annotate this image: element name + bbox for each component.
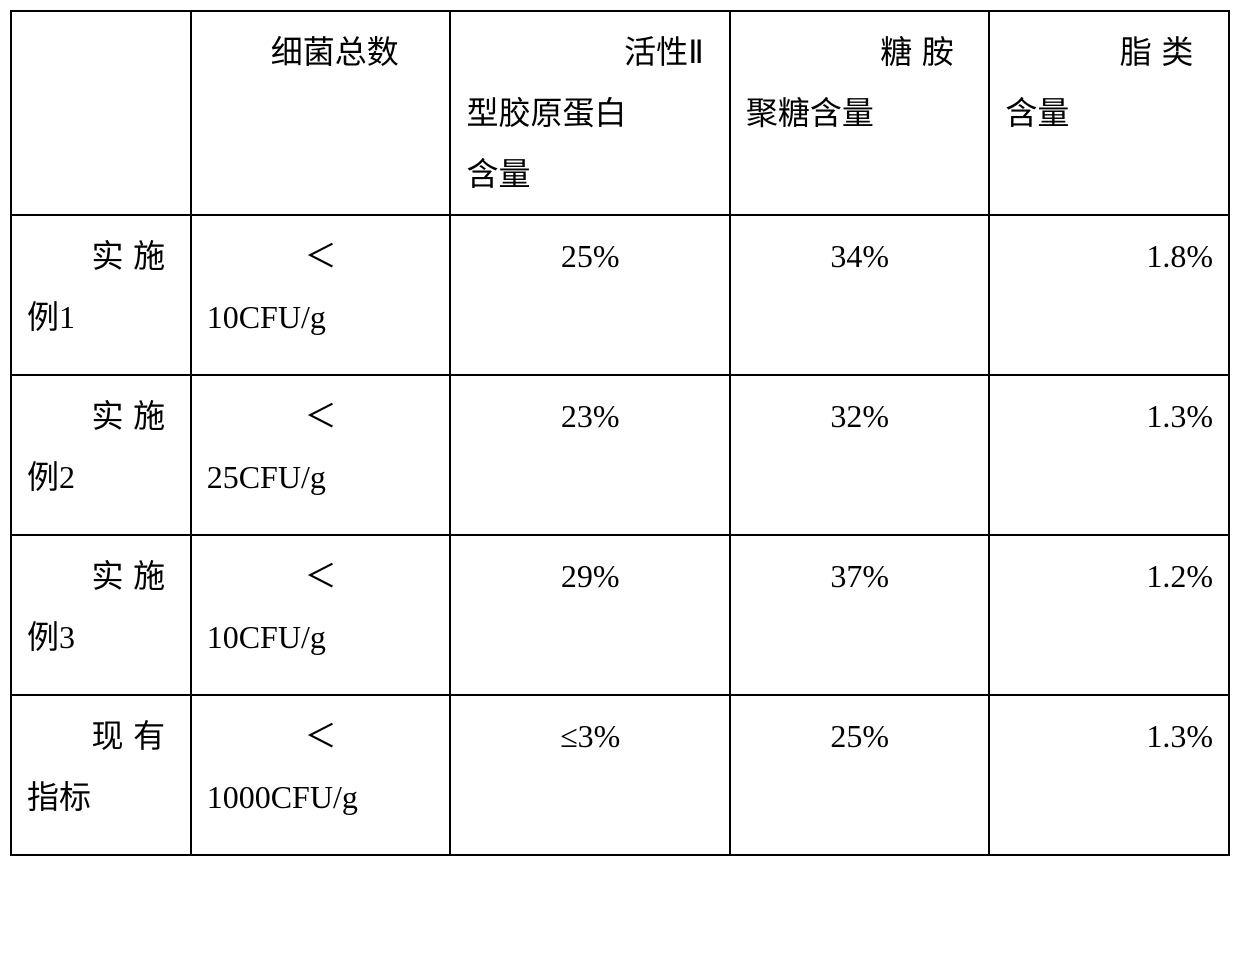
- label-line2: 例1: [27, 287, 175, 348]
- row-glycosaminoglycan: 37%: [730, 535, 990, 695]
- row-lipid: 1.3%: [989, 375, 1229, 535]
- table-row: 实施 例2 ＜ 25CFU/g 23% 32% 1.3%: [11, 375, 1229, 535]
- table-row: 实施 例1 ＜ 10CFU/g 25% 34% 1.8%: [11, 215, 1229, 375]
- header-collagen-line3: 含量: [466, 144, 713, 205]
- data-table: 细菌总数 活性Ⅱ 型胶原蛋白 含量 糖胺 聚糖含量 脂类 含量 实施 例1 ＜ …: [10, 10, 1230, 856]
- table-row: 实施 例3 ＜ 10CFU/g 29% 37% 1.2%: [11, 535, 1229, 695]
- header-collagen-line2: 型胶原蛋白: [466, 83, 713, 144]
- row-lipid: 1.3%: [989, 695, 1229, 855]
- label-line1: 实施: [27, 546, 175, 607]
- label-line1: 现有: [27, 706, 175, 767]
- row-glycosaminoglycan: 32%: [730, 375, 990, 535]
- label-line1: 实施: [27, 226, 175, 287]
- bacteria-line1: ＜: [207, 226, 435, 287]
- header-lipid-line2: 含量: [1005, 83, 1213, 144]
- bacteria-line2: 10CFU/g: [207, 287, 435, 348]
- header-collagen-line1: 活性Ⅱ: [466, 22, 713, 83]
- bacteria-line2: 25CFU/g: [207, 447, 435, 508]
- header-empty: [11, 11, 191, 215]
- bacteria-line2: 1000CFU/g: [207, 767, 435, 828]
- table-row: 现有 指标 ＜ 1000CFU/g ≤3% 25% 1.3%: [11, 695, 1229, 855]
- row-bacteria: ＜ 1000CFU/g: [191, 695, 451, 855]
- row-bacteria: ＜ 10CFU/g: [191, 215, 451, 375]
- row-label: 实施 例1: [11, 215, 191, 375]
- header-glyco-line1: 糖胺: [746, 22, 974, 83]
- row-lipid: 1.8%: [989, 215, 1229, 375]
- row-bacteria: ＜ 10CFU/g: [191, 535, 451, 695]
- header-lipid: 脂类 含量: [989, 11, 1229, 215]
- row-label: 现有 指标: [11, 695, 191, 855]
- row-label: 实施 例2: [11, 375, 191, 535]
- header-collagen: 活性Ⅱ 型胶原蛋白 含量: [450, 11, 729, 215]
- label-line2: 指标: [27, 767, 175, 828]
- row-collagen: 29%: [450, 535, 729, 695]
- row-lipid: 1.2%: [989, 535, 1229, 695]
- header-glycosaminoglycan: 糖胺 聚糖含量: [730, 11, 990, 215]
- header-row: 细菌总数 活性Ⅱ 型胶原蛋白 含量 糖胺 聚糖含量 脂类 含量: [11, 11, 1229, 215]
- label-line2: 例3: [27, 607, 175, 668]
- header-glyco-line2: 聚糖含量: [746, 83, 974, 144]
- row-label: 实施 例3: [11, 535, 191, 695]
- row-bacteria: ＜ 25CFU/g: [191, 375, 451, 535]
- row-glycosaminoglycan: 25%: [730, 695, 990, 855]
- row-collagen: 23%: [450, 375, 729, 535]
- row-collagen: ≤3%: [450, 695, 729, 855]
- bacteria-line1: ＜: [207, 706, 435, 767]
- label-line2: 例2: [27, 447, 175, 508]
- bacteria-line1: ＜: [207, 546, 435, 607]
- bacteria-line2: 10CFU/g: [207, 607, 435, 668]
- bacteria-line1: ＜: [207, 386, 435, 447]
- header-bacteria: 细菌总数: [191, 11, 451, 215]
- header-lipid-line1: 脂类: [1005, 22, 1213, 83]
- label-line1: 实施: [27, 386, 175, 447]
- row-glycosaminoglycan: 34%: [730, 215, 990, 375]
- header-bacteria-text: 细菌总数: [207, 22, 435, 83]
- row-collagen: 25%: [450, 215, 729, 375]
